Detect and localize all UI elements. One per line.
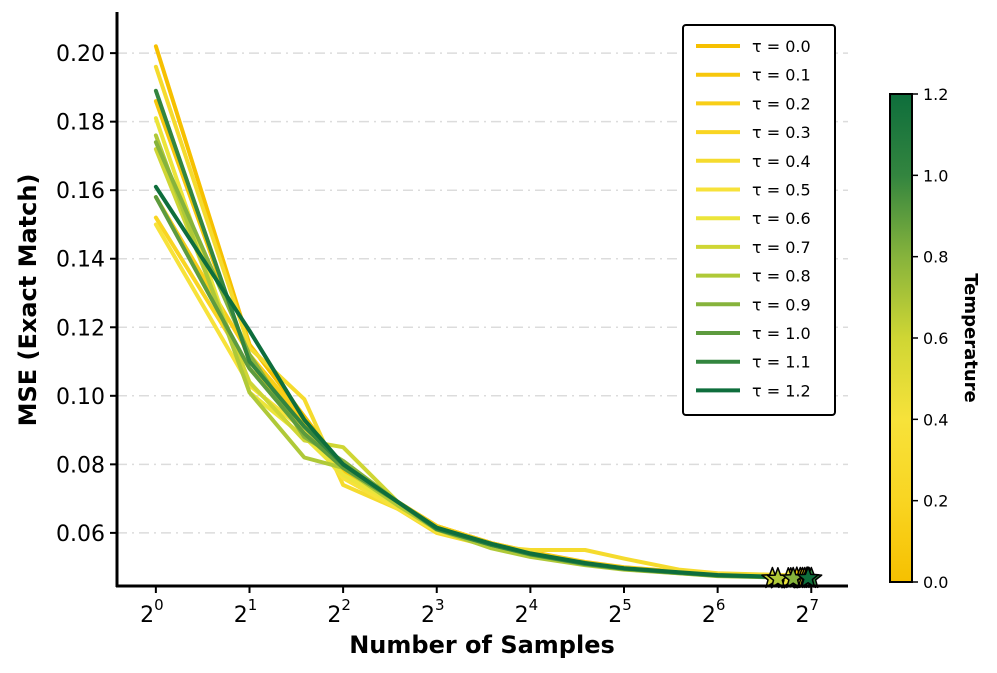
- legend: τ = 0.0 τ = 0.1 τ = 0.2 τ = 0.3 τ = 0.4 τ = 0…: [682, 24, 836, 416]
- colorbar-tick-label: 1.0: [923, 166, 948, 185]
- y-tick-label: 0.10: [56, 385, 105, 410]
- y-tick-label: 0.12: [56, 316, 105, 341]
- x-ticks: 20 21 22 23 24 25 26 27: [140, 586, 819, 628]
- legend-label: τ = 0.0: [752, 37, 811, 56]
- y-tick-label: 0.18: [56, 111, 105, 136]
- legend-label: τ = 0.5: [752, 181, 811, 200]
- legend-label: τ = 0.1: [752, 66, 811, 85]
- colorbar-label: Temperature: [960, 273, 981, 402]
- x-axis-title: Number of Samples: [349, 631, 615, 659]
- legend-label: τ = 1.1: [752, 353, 811, 372]
- x-tick-label: 23: [421, 596, 445, 628]
- x-tick-exponent: 7: [809, 596, 819, 614]
- colorbar-tick-label: 0.4: [923, 410, 948, 429]
- x-tick-base: 2: [234, 603, 248, 628]
- legend-label: τ = 1.2: [752, 381, 811, 400]
- x-tick-exponent: 3: [435, 596, 445, 614]
- legend-label: τ = 0.6: [752, 209, 811, 228]
- x-tick-exponent: 0: [154, 596, 164, 614]
- colorbar-tick-label: 0.6: [923, 329, 948, 348]
- x-tick-base: 2: [140, 603, 154, 628]
- x-tick-base: 2: [608, 603, 622, 628]
- colorbar-tick-label: 1.2: [923, 85, 948, 104]
- series-lines: [153, 44, 814, 581]
- colorbar: Temperature 0.0 0.2 0.4 0.6 0.8 1.0 1.2: [889, 85, 981, 592]
- legend-box: [682, 24, 836, 416]
- y-ticks: 0.06 0.08 0.10 0.12 0.14 0.16 0.18 0.20: [56, 42, 117, 547]
- x-tick-label: 24: [515, 596, 539, 628]
- x-tick-exponent: 6: [716, 596, 726, 614]
- series-line-tau-1.2: [153, 184, 814, 580]
- colorbar-gradient: [889, 93, 913, 583]
- x-tick-label: 27: [795, 596, 819, 628]
- x-tick-label: 22: [327, 596, 351, 628]
- legend-label: τ = 0.4: [752, 152, 811, 171]
- best-point-star: [796, 566, 820, 588]
- y-tick-label: 0.08: [56, 453, 105, 478]
- y-tick-label: 0.20: [56, 42, 105, 67]
- legend-label: τ = 1.0: [752, 324, 811, 343]
- best-markers: [761, 566, 823, 589]
- x-tick-exponent: 5: [622, 596, 632, 614]
- x-tick-label: 20: [140, 596, 164, 628]
- x-tick-base: 2: [795, 603, 809, 628]
- legend-label: τ = 0.2: [752, 94, 811, 113]
- colorbar-tick-label: 0.2: [923, 492, 948, 511]
- y-tick-label: 0.06: [56, 522, 105, 547]
- legend-label: τ = 0.8: [752, 267, 811, 286]
- x-tick-base: 2: [421, 603, 435, 628]
- legend-label: τ = 0.7: [752, 238, 811, 257]
- axes: [115, 12, 848, 588]
- colorbar-tick-label: 0.8: [923, 248, 948, 267]
- y-tick-label: 0.16: [56, 179, 105, 204]
- x-tick-base: 2: [327, 603, 341, 628]
- colorbar-tick-label: 0.0: [923, 573, 948, 592]
- x-tick-label: 26: [702, 596, 726, 628]
- legend-label: τ = 0.3: [752, 123, 811, 142]
- x-tick-base: 2: [515, 603, 529, 628]
- x-tick-label: 21: [234, 596, 258, 628]
- x-tick-exponent: 4: [529, 596, 539, 614]
- y-axis-title: MSE (Exact Match): [14, 174, 42, 427]
- legend-label: τ = 0.9: [752, 295, 811, 314]
- x-tick-label: 25: [608, 596, 632, 628]
- x-tick-exponent: 2: [341, 596, 351, 614]
- y-tick-label: 0.14: [56, 248, 105, 273]
- x-tick-exponent: 1: [248, 596, 258, 614]
- x-tick-base: 2: [702, 603, 716, 628]
